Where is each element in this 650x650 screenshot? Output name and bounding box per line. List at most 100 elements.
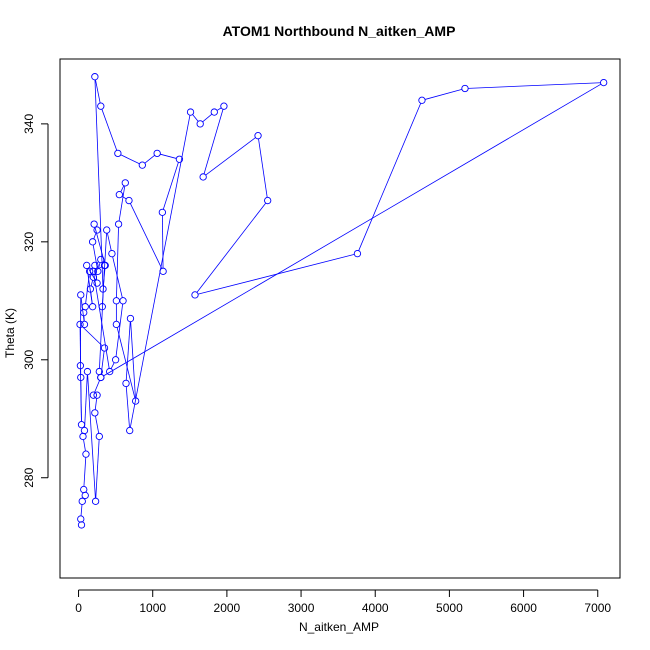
data-point xyxy=(254,132,262,140)
data-point xyxy=(88,238,97,246)
series-line-segment xyxy=(110,362,115,369)
series-line-segment xyxy=(93,232,97,239)
data-point xyxy=(191,291,199,299)
y-axis: 280 300 320 340 xyxy=(22,114,49,488)
series-line-segment xyxy=(94,380,100,393)
x-tick-label: 1000 xyxy=(139,601,166,615)
plot-area xyxy=(76,73,608,529)
x-tick-label: 7000 xyxy=(584,601,611,615)
data-point xyxy=(186,108,195,116)
data-point xyxy=(83,261,91,270)
series-line-segment xyxy=(94,79,104,286)
data-point xyxy=(86,267,94,275)
data-point xyxy=(112,320,121,329)
series-line-segment xyxy=(87,374,96,499)
data-point xyxy=(97,102,105,110)
series-line-segment xyxy=(82,326,103,347)
data-point xyxy=(91,409,99,417)
plot-frame xyxy=(59,58,621,579)
series-line-segment xyxy=(125,386,130,428)
series-line-segment xyxy=(160,153,177,159)
data-point xyxy=(138,161,146,169)
data-point xyxy=(93,279,101,287)
data-point xyxy=(122,379,130,388)
data-point xyxy=(89,273,98,281)
series-line-segment xyxy=(116,227,119,298)
data-point xyxy=(99,285,107,293)
data-point xyxy=(264,196,272,205)
data-point xyxy=(80,485,88,494)
data-point xyxy=(119,297,127,305)
series-line-segment xyxy=(216,107,222,111)
series-line-segment xyxy=(90,280,93,287)
data-point xyxy=(76,320,84,329)
data-point xyxy=(196,120,204,128)
data-point xyxy=(114,220,123,228)
data-point xyxy=(93,391,101,399)
series-line-segment xyxy=(161,215,164,269)
series-line-segment xyxy=(84,374,88,428)
series-line-segment xyxy=(130,203,163,269)
data-point xyxy=(106,367,114,376)
data-point xyxy=(220,102,228,110)
y-tick-label: 280 xyxy=(22,467,36,487)
data-point xyxy=(126,314,135,323)
data-point xyxy=(97,255,105,264)
series-line-segment xyxy=(80,368,82,422)
data-point xyxy=(121,179,129,187)
data-point xyxy=(126,426,134,435)
series-line-segment xyxy=(115,303,124,357)
data-point xyxy=(159,267,167,275)
data-point xyxy=(115,190,123,199)
series-line-segment xyxy=(468,82,601,89)
data-point xyxy=(88,303,97,311)
data-point xyxy=(80,320,89,329)
x-tick-label: 2000 xyxy=(214,601,241,615)
series-line-segment xyxy=(95,79,101,104)
series-line-segment xyxy=(120,185,125,192)
series-line-segment xyxy=(424,88,462,100)
data-point xyxy=(78,497,86,505)
series-line-segment xyxy=(125,321,131,381)
data-point xyxy=(86,285,95,293)
series-line-segment xyxy=(358,103,422,251)
series-line-segment xyxy=(103,83,602,377)
data-point xyxy=(77,515,85,523)
series-line-segment xyxy=(196,202,267,293)
data-point xyxy=(108,249,116,258)
series-line-segment xyxy=(118,185,126,222)
data-point xyxy=(132,397,140,405)
x-axis-label: N_aitken_AMP xyxy=(299,620,379,634)
data-point xyxy=(100,344,109,352)
data-point xyxy=(199,173,207,181)
data-point xyxy=(600,78,608,87)
data-point xyxy=(153,149,161,158)
data-point xyxy=(77,291,85,299)
data-point xyxy=(94,267,102,275)
x-tick-label: 5000 xyxy=(436,601,463,615)
x-tick-label: 6000 xyxy=(510,601,537,615)
series-line-segment xyxy=(101,109,118,151)
series-line-segment xyxy=(258,138,268,198)
data-point xyxy=(89,267,98,275)
series-line-segment xyxy=(192,114,199,122)
data-point xyxy=(353,249,362,258)
series-line-segment xyxy=(202,113,213,123)
data-point xyxy=(95,367,103,376)
data-point xyxy=(90,220,98,228)
data-point xyxy=(100,261,109,270)
x-axis: 0 1000 2000 3000 4000 5000 6000 7000 xyxy=(75,589,611,615)
series-line-segment xyxy=(83,439,86,452)
series-line-segment xyxy=(107,233,112,251)
data-point xyxy=(76,362,85,370)
series-line-segment xyxy=(100,351,105,375)
data-point xyxy=(175,155,184,163)
data-point xyxy=(103,226,111,234)
chart-title: ATOM1 Northbound N_aitken_AMP xyxy=(223,23,456,39)
data-point xyxy=(111,356,120,364)
data-point xyxy=(82,450,90,458)
y-tick-label: 340 xyxy=(22,114,36,134)
data-point xyxy=(114,149,122,158)
